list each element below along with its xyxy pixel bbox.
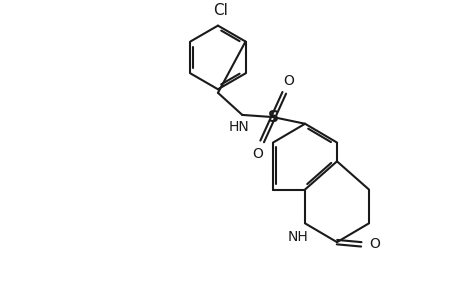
Text: HN: HN: [228, 120, 249, 134]
Text: O: O: [369, 237, 379, 251]
Text: S: S: [267, 110, 278, 124]
Text: O: O: [252, 147, 263, 161]
Text: O: O: [283, 74, 293, 88]
Text: NH: NH: [287, 230, 308, 244]
Text: Cl: Cl: [212, 3, 227, 18]
